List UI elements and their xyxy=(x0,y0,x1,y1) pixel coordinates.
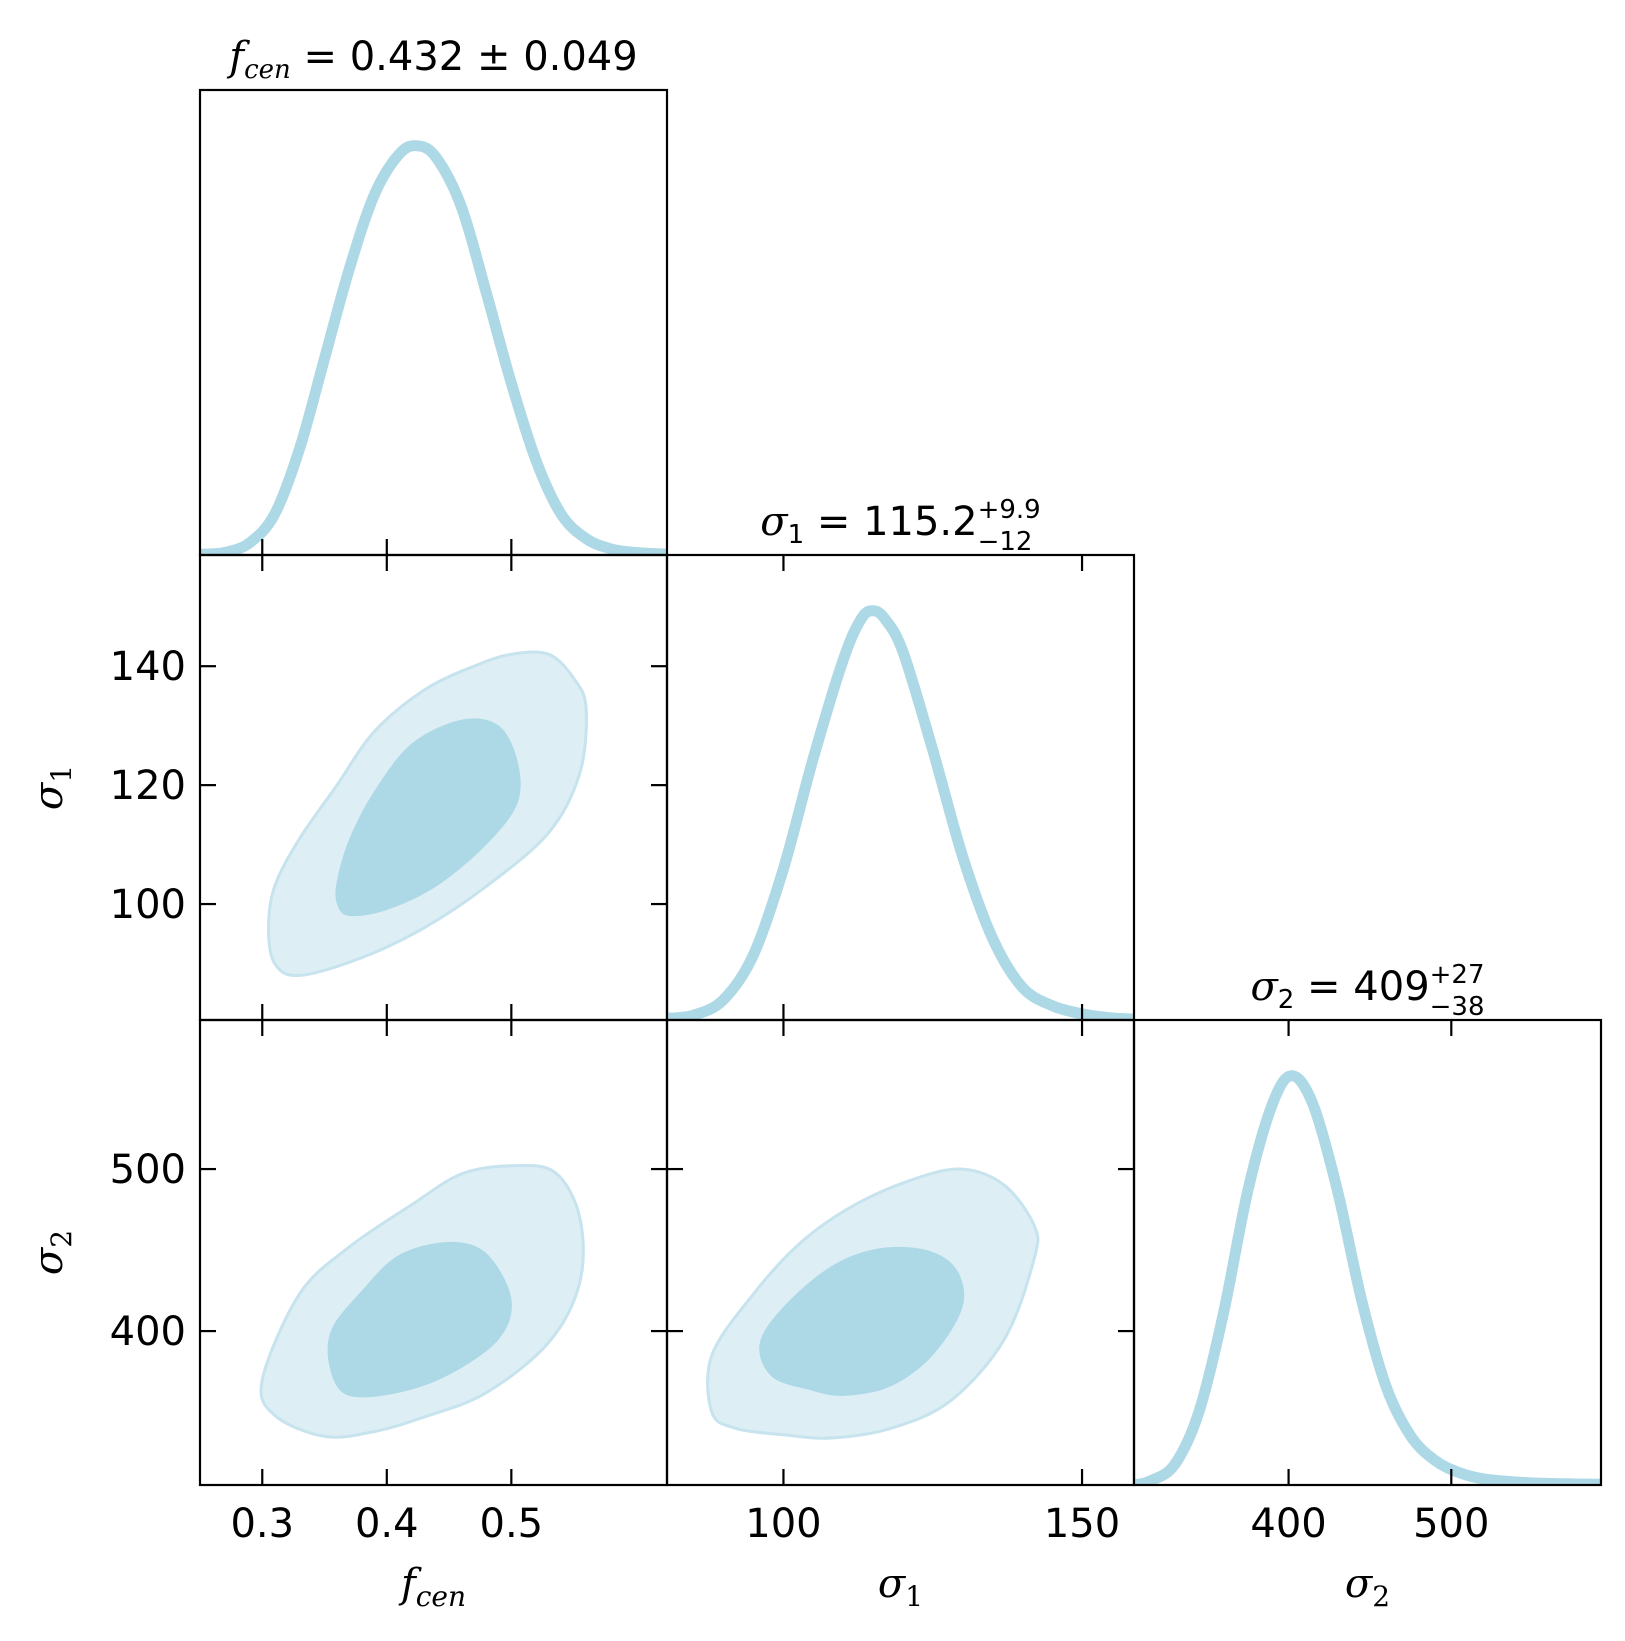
y-tick-label: 400 xyxy=(110,1309,186,1355)
x-tick-label: 500 xyxy=(1413,1501,1489,1547)
fcen-marginal-curve xyxy=(200,140,667,555)
x-tick-label: 0.5 xyxy=(480,1501,544,1547)
x-tick-label: 150 xyxy=(1044,1501,1120,1547)
y-axis-label-sigma2: σ2 xyxy=(26,1230,78,1275)
x-tick-label: 400 xyxy=(1250,1501,1326,1547)
sigma1-marginal-curve xyxy=(667,605,1134,1020)
title-sigma1: σ1 = 115.2+9.9 −12 xyxy=(760,495,1040,557)
panel-sigma2-marginal xyxy=(1132,1018,1603,1487)
y-axis-label-sigma1: σ1 xyxy=(26,765,78,810)
contour-1sigma xyxy=(327,1241,512,1398)
x-tick-label: 0.4 xyxy=(355,1501,419,1547)
x-axis-label-sigma2: σ2 xyxy=(1345,1561,1390,1613)
panel-fcen-marginal xyxy=(198,88,669,557)
y-tick-label: 100 xyxy=(110,882,186,928)
x-tick-label: 100 xyxy=(745,1501,821,1547)
panel-sigma2-vs-sigma1 xyxy=(665,1018,1136,1487)
panel-frame xyxy=(665,553,1136,1022)
contour-1sigma xyxy=(759,1246,965,1396)
panel-frame xyxy=(1132,1018,1603,1487)
panel-sigma2-vs-fcen xyxy=(198,1018,669,1487)
y-tick-label: 500 xyxy=(110,1147,186,1193)
x-axis-label-fcen: fcen xyxy=(398,1561,466,1613)
x-axis-label-sigma1: σ1 xyxy=(878,1561,923,1613)
y-tick-label: 120 xyxy=(110,763,186,809)
y-tick-label: 140 xyxy=(110,644,186,690)
x-tick-label: 0.3 xyxy=(230,1501,294,1547)
sigma2-marginal-curve xyxy=(1134,1070,1601,1485)
title-sigma2: σ2 = 409+27 −38 xyxy=(1250,960,1484,1022)
contour-1sigma xyxy=(335,718,521,917)
panel-sigma1-vs-fcen xyxy=(198,553,669,1022)
title-fcen: fcen = 0.432 ± 0.049 xyxy=(226,34,637,85)
panel-sigma1-marginal xyxy=(665,553,1136,1022)
